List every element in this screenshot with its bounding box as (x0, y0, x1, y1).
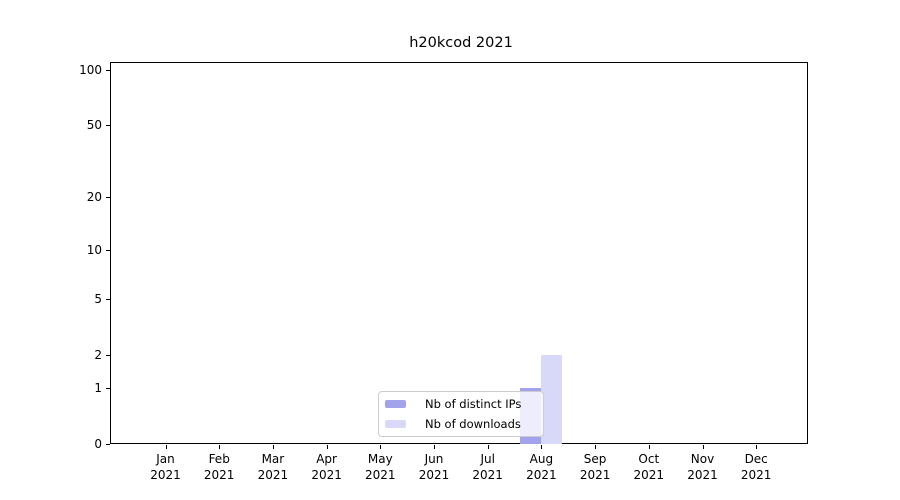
legend-swatch-distinct-ips-icon (385, 399, 406, 408)
y-tick-label-50: 50 (86, 118, 102, 133)
y-tick-label-10: 10 (86, 242, 102, 257)
x-tick-label-sep: Sep 2021 (579, 452, 611, 482)
y-tick-10 (106, 249, 110, 251)
y-tick-5 (106, 298, 110, 300)
x-tick-label-jul: Jul 2021 (472, 452, 503, 482)
x-tick-nov (702, 445, 704, 449)
y-tick-1 (106, 387, 110, 389)
x-tick-dec (756, 445, 758, 449)
legend-label-downloads: Nb of downloads (425, 417, 521, 432)
x-tick-label-jan: Jan 2021 (150, 452, 181, 482)
x-tick-label-may: May 2021 (365, 452, 396, 482)
y-tick-20 (106, 197, 110, 199)
bar-aug-downloads (541, 354, 563, 444)
y-tick-label-100: 100 (79, 62, 102, 77)
y-tick-100 (106, 69, 110, 71)
y-tick-0 (106, 444, 110, 445)
y-tick-label-2: 2 (94, 347, 102, 362)
plot-area (110, 62, 808, 444)
x-tick-apr (326, 445, 328, 449)
legend-row-downloads: Nb of downloads (385, 416, 543, 433)
x-tick-jun (434, 445, 435, 449)
x-tick-label-feb: Feb 2021 (203, 452, 235, 482)
x-tick-sep (595, 445, 597, 449)
x-tick-label-jun: Jun 2021 (418, 452, 450, 482)
x-tick-jul (487, 445, 489, 449)
x-tick-label-mar: Mar 2021 (257, 452, 289, 482)
x-tick-may (380, 445, 382, 449)
y-tick-50 (106, 125, 110, 127)
x-tick-label-aug: Aug 2021 (526, 452, 557, 482)
x-tick-label-oct: Oct 2021 (633, 452, 665, 482)
x-tick-label-apr: Apr 2021 (311, 452, 342, 482)
x-tick-aug (541, 445, 543, 449)
legend-label-distinct-ips: Nb of distinct IPs (425, 396, 522, 411)
legend-row-distinct-ips: Nb of distinct IPs (385, 395, 543, 412)
x-tick-mar (272, 445, 274, 449)
y-tick-label-20: 20 (86, 190, 102, 205)
x-tick-oct (648, 445, 650, 449)
y-tick-2 (106, 354, 110, 356)
y-tick-label-1: 1 (94, 380, 102, 395)
x-tick-feb (219, 445, 221, 449)
legend: Nb of distinct IPs Nb of downloads (378, 391, 544, 437)
y-tick-label-0: 0 (94, 437, 102, 451)
x-tick-label-dec: Dec 2021 (740, 452, 772, 482)
x-tick-jan (165, 445, 167, 449)
y-tick-label-5: 5 (94, 291, 102, 306)
x-tick-label-nov: Nov 2021 (687, 452, 718, 482)
legend-swatch-downloads-icon (385, 420, 406, 429)
chart-title: h20kcod 2021 (409, 35, 513, 51)
